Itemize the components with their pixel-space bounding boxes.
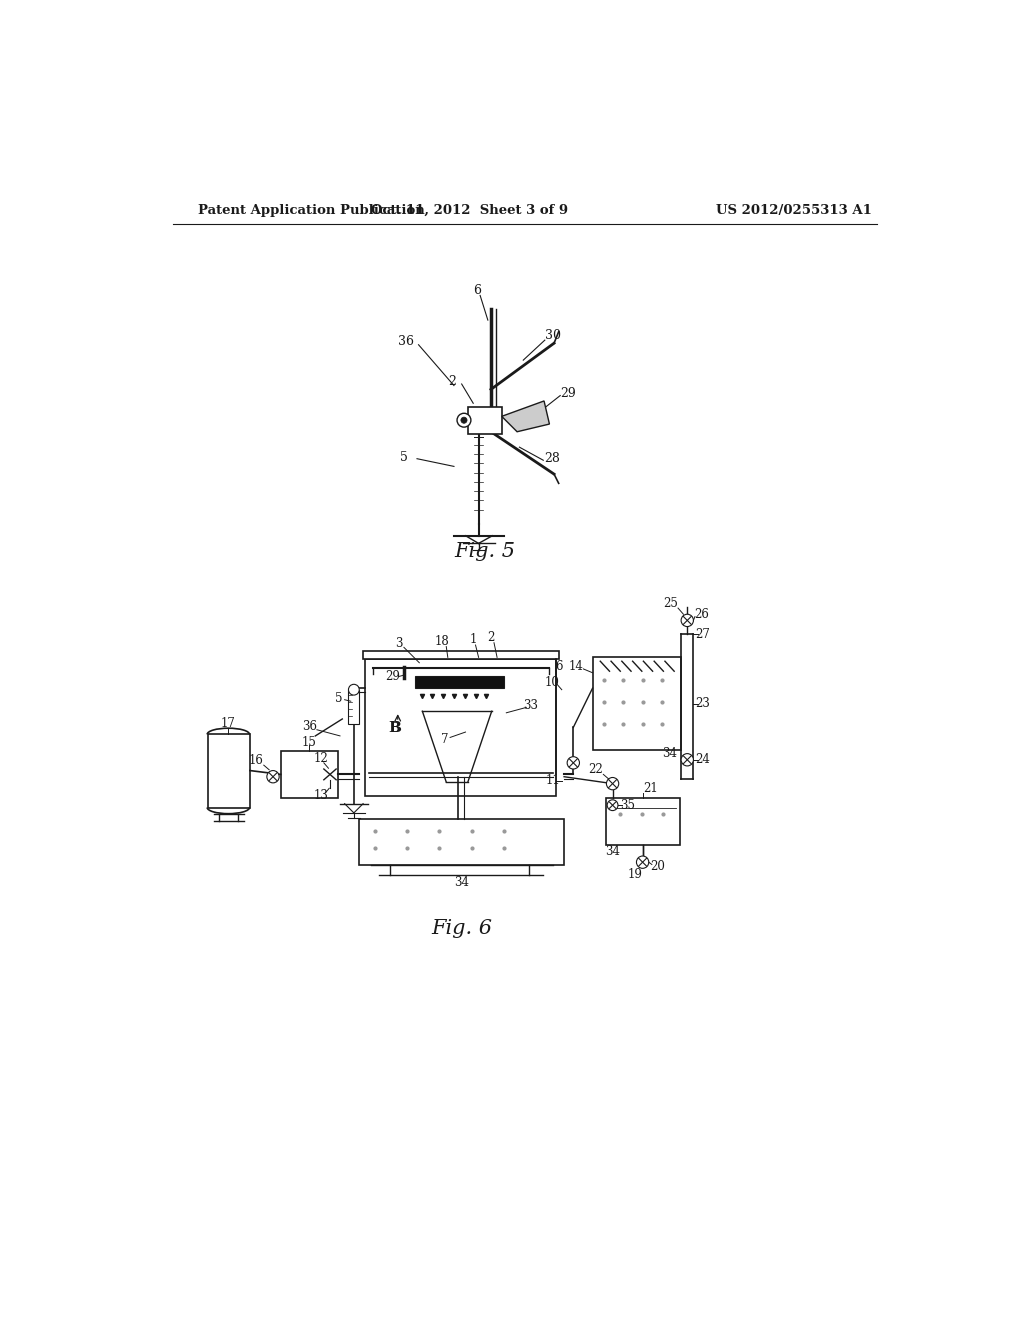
- Text: 15: 15: [302, 735, 316, 748]
- Text: 20: 20: [650, 859, 666, 873]
- Bar: [593, 657, 681, 750]
- Bar: [606, 797, 680, 845]
- Text: 33: 33: [523, 698, 539, 711]
- Bar: [281, 751, 339, 797]
- Circle shape: [637, 855, 649, 869]
- Bar: [468, 407, 503, 434]
- Text: B: B: [390, 722, 399, 735]
- Text: 21: 21: [643, 781, 657, 795]
- Text: 17: 17: [221, 717, 236, 730]
- Text: 18: 18: [435, 635, 450, 648]
- Text: 23: 23: [695, 697, 710, 710]
- Text: 14: 14: [568, 660, 583, 673]
- Circle shape: [267, 771, 280, 783]
- Bar: [366, 659, 556, 796]
- Text: 24: 24: [695, 754, 710, 767]
- Text: 25: 25: [663, 597, 678, 610]
- Circle shape: [457, 413, 471, 428]
- Circle shape: [606, 777, 618, 789]
- Text: 7: 7: [441, 733, 449, 746]
- Text: Oct. 11, 2012  Sheet 3 of 9: Oct. 11, 2012 Sheet 3 of 9: [371, 205, 568, 218]
- Text: Patent Application Publication: Patent Application Publication: [199, 205, 425, 218]
- Circle shape: [461, 417, 467, 424]
- Bar: [364, 651, 559, 659]
- Circle shape: [607, 800, 617, 810]
- Text: 10: 10: [545, 676, 560, 689]
- Bar: [416, 676, 504, 688]
- Text: 28: 28: [545, 453, 560, 465]
- Text: 2: 2: [449, 375, 457, 388]
- Circle shape: [681, 754, 693, 766]
- Text: 1: 1: [470, 634, 477, 647]
- Bar: [208, 734, 250, 808]
- Text: 16: 16: [249, 754, 263, 767]
- Text: Fig. 6: Fig. 6: [431, 919, 493, 939]
- Text: Fig. 5: Fig. 5: [455, 541, 515, 561]
- Text: 36: 36: [398, 335, 415, 348]
- Text: 34: 34: [605, 845, 621, 858]
- Text: B: B: [388, 721, 401, 735]
- Bar: [348, 689, 359, 725]
- Text: US 2012/0255313 A1: US 2012/0255313 A1: [716, 205, 871, 218]
- Bar: [359, 818, 564, 866]
- Polygon shape: [502, 401, 550, 432]
- Text: 34: 34: [455, 875, 469, 888]
- Text: 26: 26: [693, 607, 709, 620]
- Text: 11: 11: [545, 774, 560, 787]
- Text: 30: 30: [545, 329, 560, 342]
- Text: 5: 5: [400, 450, 408, 463]
- Text: 13: 13: [313, 789, 328, 803]
- Text: 6: 6: [473, 284, 481, 297]
- Text: 3: 3: [395, 638, 402, 649]
- Text: 36: 36: [302, 721, 316, 733]
- Circle shape: [567, 756, 580, 770]
- Text: 29: 29: [560, 387, 575, 400]
- Text: 12: 12: [313, 752, 328, 766]
- Text: 29: 29: [385, 671, 399, 684]
- Text: 5: 5: [335, 693, 342, 705]
- Text: 34: 34: [663, 747, 677, 760]
- Text: 19: 19: [628, 869, 642, 880]
- Text: 27: 27: [695, 628, 710, 640]
- Text: 2: 2: [487, 631, 495, 644]
- Circle shape: [348, 684, 359, 696]
- Text: 6: 6: [555, 660, 562, 673]
- Text: 35: 35: [621, 799, 636, 812]
- Circle shape: [681, 614, 693, 627]
- Text: 22: 22: [588, 763, 603, 776]
